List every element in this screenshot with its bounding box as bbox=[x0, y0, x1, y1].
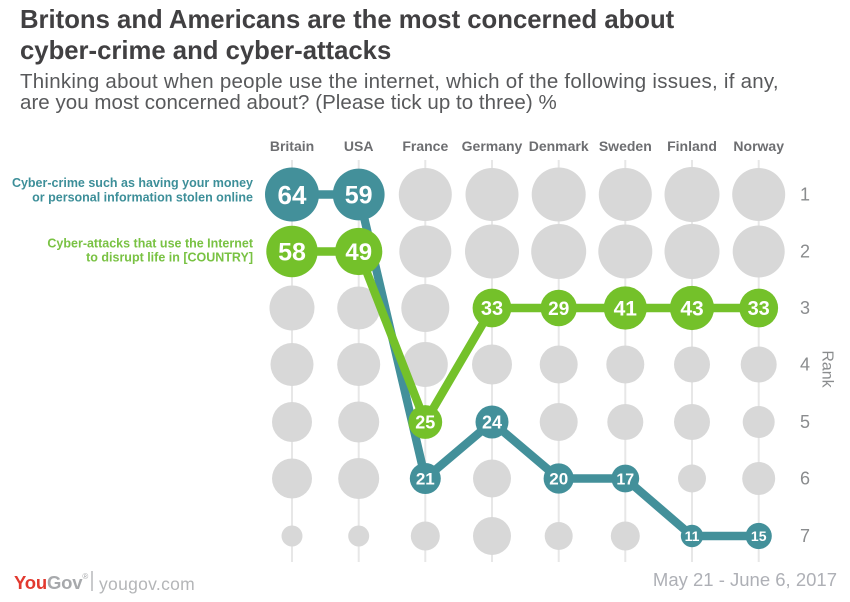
svg-text:58: 58 bbox=[278, 239, 306, 267]
svg-text:Norway: Norway bbox=[733, 138, 784, 154]
svg-text:33: 33 bbox=[481, 298, 503, 320]
svg-text:1: 1 bbox=[800, 185, 810, 205]
svg-text:20: 20 bbox=[549, 470, 568, 489]
svg-text:25: 25 bbox=[415, 412, 435, 432]
svg-text:43: 43 bbox=[680, 298, 703, 321]
svg-text:17: 17 bbox=[616, 471, 634, 488]
svg-text:24: 24 bbox=[482, 412, 502, 432]
svg-text:49: 49 bbox=[345, 239, 372, 266]
svg-text:Germany: Germany bbox=[462, 138, 523, 154]
svg-text:USA: USA bbox=[344, 138, 374, 154]
svg-text:29: 29 bbox=[548, 299, 569, 320]
svg-text:Finland: Finland bbox=[667, 138, 717, 154]
svg-text:2: 2 bbox=[800, 242, 810, 262]
svg-text:41: 41 bbox=[614, 298, 638, 321]
svg-text:11: 11 bbox=[685, 528, 700, 544]
svg-text:to disrupt life in [COUNTRY]: to disrupt life in [COUNTRY] bbox=[86, 251, 253, 265]
svg-text:5: 5 bbox=[800, 412, 810, 432]
svg-text:6: 6 bbox=[800, 469, 810, 489]
svg-text:59: 59 bbox=[345, 182, 373, 210]
svg-text:21: 21 bbox=[416, 470, 435, 489]
svg-text:France: France bbox=[402, 138, 448, 154]
svg-text:Cyber-attacks that use the Int: Cyber-attacks that use the Internet bbox=[47, 237, 253, 251]
svg-text:15: 15 bbox=[751, 528, 767, 544]
svg-text:4: 4 bbox=[800, 355, 810, 375]
svg-text:Britain: Britain bbox=[270, 138, 314, 154]
svg-text:33: 33 bbox=[748, 298, 770, 320]
svg-text:Denmark: Denmark bbox=[529, 138, 589, 154]
svg-text:7: 7 bbox=[800, 526, 810, 546]
svg-text:or personal information stolen: or personal information stolen online bbox=[32, 191, 253, 205]
svg-text:Rank: Rank bbox=[818, 350, 835, 388]
svg-text:3: 3 bbox=[800, 298, 810, 318]
svg-text:Sweden: Sweden bbox=[599, 138, 652, 154]
svg-text:Cyber-crime such as having you: Cyber-crime such as having your money bbox=[12, 176, 253, 190]
svg-text:64: 64 bbox=[278, 180, 307, 210]
